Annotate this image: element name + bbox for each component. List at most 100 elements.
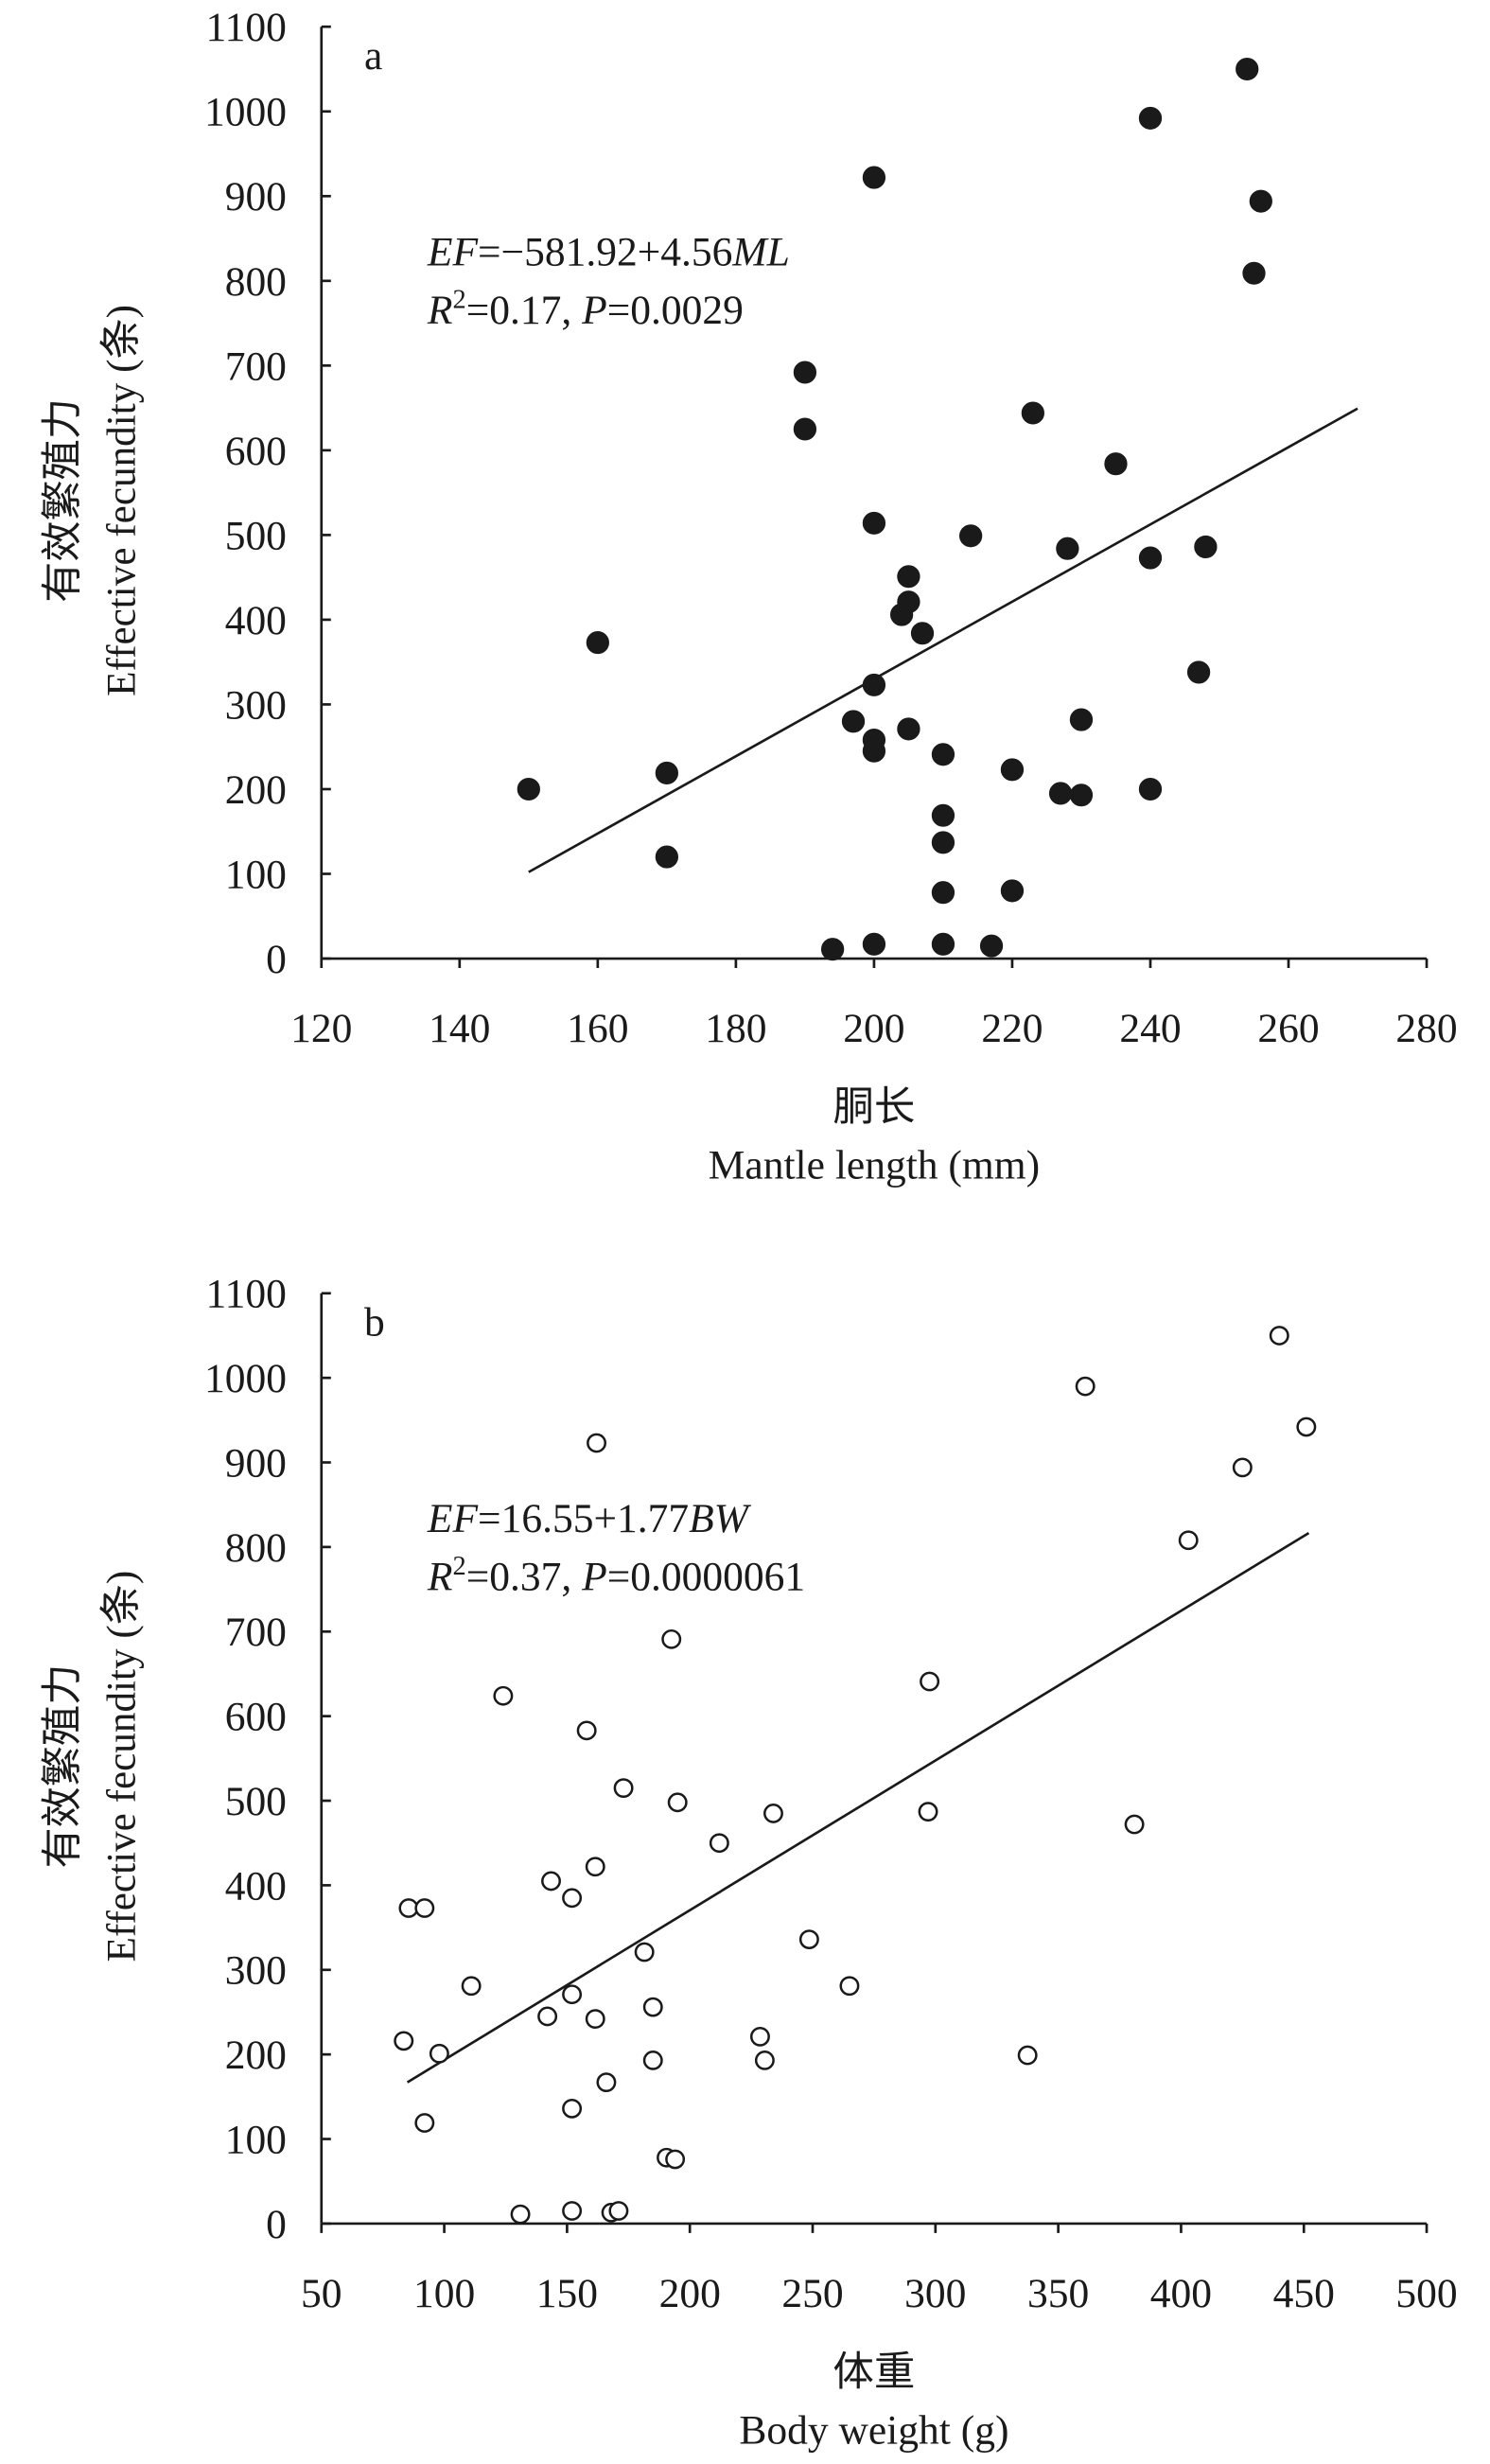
point <box>763 1804 783 1823</box>
y-tick-label: 800 <box>225 1525 287 1571</box>
point <box>586 631 609 655</box>
point <box>655 845 678 869</box>
x-tick-label: 240 <box>1119 1006 1181 1051</box>
y-tick-label: 400 <box>225 598 287 643</box>
point <box>510 2204 531 2225</box>
trend-line <box>406 1531 1310 2084</box>
point <box>414 2113 435 2133</box>
point <box>1075 1376 1096 1397</box>
point <box>1138 106 1163 130</box>
point <box>1056 537 1079 560</box>
point <box>562 2098 583 2119</box>
point <box>1138 777 1163 801</box>
x-tick-label: 280 <box>1395 1006 1457 1051</box>
point <box>562 1888 583 1909</box>
y-tick-label: 500 <box>225 1779 287 1824</box>
x-tick-label: 180 <box>705 1006 766 1051</box>
point <box>665 2149 686 2170</box>
point <box>1138 546 1163 570</box>
point <box>1296 1417 1317 1437</box>
point <box>1000 758 1025 782</box>
point <box>661 1628 682 1649</box>
point <box>1104 452 1128 476</box>
point <box>931 932 955 956</box>
y-tick-label: 200 <box>225 2033 287 2078</box>
point <box>394 2031 414 2051</box>
point <box>931 881 955 905</box>
point <box>862 166 886 189</box>
point <box>749 2027 770 2047</box>
point <box>517 777 540 801</box>
point <box>798 1929 819 1949</box>
point <box>576 1720 597 1741</box>
point <box>862 673 886 696</box>
panel-label: b <box>364 1300 385 1346</box>
point <box>862 739 886 763</box>
trend-line <box>528 407 1359 873</box>
equation-part: P <box>581 1555 607 1600</box>
point <box>596 2072 617 2093</box>
point <box>429 2043 449 2064</box>
x-axis-title: Body weight (g) <box>739 2408 1008 2454</box>
x-tick-label: 260 <box>1257 1006 1319 1051</box>
equation-part: =0.17, <box>466 288 582 333</box>
point <box>931 803 955 827</box>
y-tick-label: 0 <box>266 2202 287 2247</box>
point <box>931 743 955 766</box>
point <box>493 1685 514 1706</box>
point <box>414 1898 435 1918</box>
y-tick-label: 600 <box>225 1695 287 1740</box>
y-tick-label: 1100 <box>206 5 287 50</box>
point <box>841 710 866 733</box>
equation-part: ML <box>731 230 789 275</box>
point <box>1242 261 1266 285</box>
y-tick-label: 300 <box>225 683 287 729</box>
point <box>1269 1326 1289 1346</box>
x-tick-label: 160 <box>567 1006 628 1051</box>
y-axis-title: 有效繁殖力 <box>40 398 85 603</box>
equation-part: =0.37, <box>466 1555 582 1600</box>
y-tick-label: 1100 <box>206 1272 287 1317</box>
y-axis-title: 有效繁殖力 <box>40 1664 85 1869</box>
x-tick-label: 500 <box>1395 2271 1457 2316</box>
point <box>562 1984 583 2005</box>
panel: 0 100 200 300 400 500 600 700 800 900 1000 1100 120 1… <box>40 5 1457 1188</box>
point <box>889 603 914 626</box>
x-tick-label: 400 <box>1150 2271 1212 2316</box>
y-tick-label: 100 <box>225 2118 287 2163</box>
point <box>655 761 678 785</box>
x-tick-label: 200 <box>843 1006 904 1051</box>
x-tick-label: 300 <box>904 2271 966 2316</box>
equation-part: 2 <box>452 1552 465 1581</box>
point <box>1000 879 1025 903</box>
y-tick-label: 600 <box>225 429 287 474</box>
point <box>1186 660 1211 684</box>
equation-part: BW <box>689 1496 752 1541</box>
equation: R2=0.17, P=0.0029 <box>427 286 744 333</box>
y-tick-label: 400 <box>225 1863 287 1909</box>
equation: R2=0.37, P=0.0000061 <box>427 1552 805 1599</box>
equation-part: EF <box>427 1496 479 1541</box>
point <box>862 511 886 535</box>
y-tick-label: 300 <box>225 1948 287 1994</box>
panel: 0 100 200 300 400 500 600 700 800 900 1000 1100 50 10… <box>40 1272 1457 2454</box>
point <box>1236 57 1259 81</box>
y-tick-label: 700 <box>225 343 287 389</box>
x-tick-label: 50 <box>301 2271 342 2316</box>
point <box>862 932 886 956</box>
y-tick-label: 1000 <box>204 1356 287 1401</box>
point <box>1232 1457 1253 1478</box>
equation: EF=−581.92+4.56ML <box>427 230 790 275</box>
point <box>585 1857 605 1877</box>
equation-part: =0.0029 <box>607 288 744 333</box>
y-tick-label: 800 <box>225 259 287 305</box>
point <box>910 622 935 645</box>
point <box>709 1833 729 1854</box>
point <box>1017 2045 1038 2066</box>
point <box>820 938 845 961</box>
point <box>839 1976 860 1997</box>
equation-part: 2 <box>452 286 465 315</box>
point <box>537 2006 558 2027</box>
point <box>1069 708 1094 731</box>
